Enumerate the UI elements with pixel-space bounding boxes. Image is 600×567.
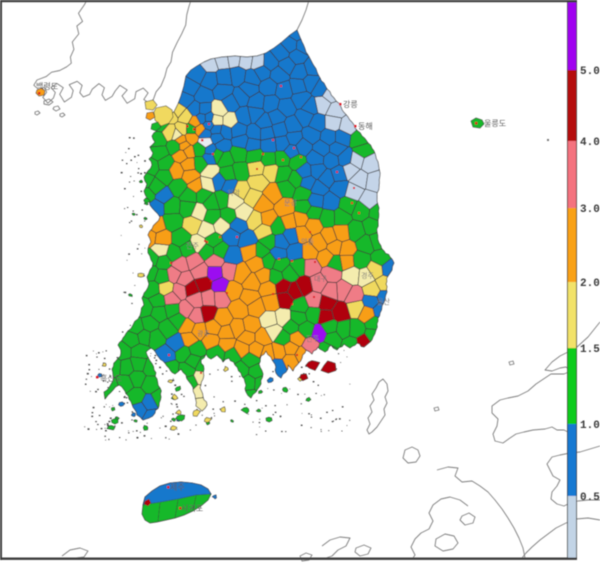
- svg-text:흑산도: 흑산도: [100, 373, 122, 383]
- svg-text:치악: 치악: [227, 188, 240, 197]
- svg-text:전주: 전주: [186, 241, 199, 250]
- svg-text:3.0: 3.0: [580, 204, 600, 216]
- svg-text:백령도: 백령도: [36, 81, 58, 91]
- svg-text:강릉: 강릉: [343, 99, 358, 109]
- svg-text:제주: 제주: [170, 483, 185, 492]
- svg-text:5.0: 5.0: [580, 66, 600, 78]
- svg-text:서귀포: 서귀포: [181, 503, 203, 513]
- svg-text:4.0: 4.0: [580, 137, 600, 149]
- svg-text:문경: 문경: [284, 198, 297, 207]
- svg-text:1.0: 1.0: [580, 420, 600, 432]
- svg-text:안동: 안동: [301, 237, 314, 246]
- svg-text:경주: 경주: [361, 271, 374, 280]
- svg-text:동해: 동해: [358, 121, 373, 131]
- svg-text:0.5: 0.5: [580, 492, 600, 504]
- svg-text:울릉도: 울릉도: [484, 119, 506, 128]
- svg-text:진주: 진주: [306, 334, 319, 343]
- svg-text:대구: 대구: [314, 275, 327, 283]
- svg-text:광주: 광주: [197, 330, 210, 338]
- svg-text:1.5: 1.5: [580, 344, 600, 356]
- svg-text:2.0: 2.0: [580, 278, 600, 290]
- svg-text:울산: 울산: [377, 297, 390, 306]
